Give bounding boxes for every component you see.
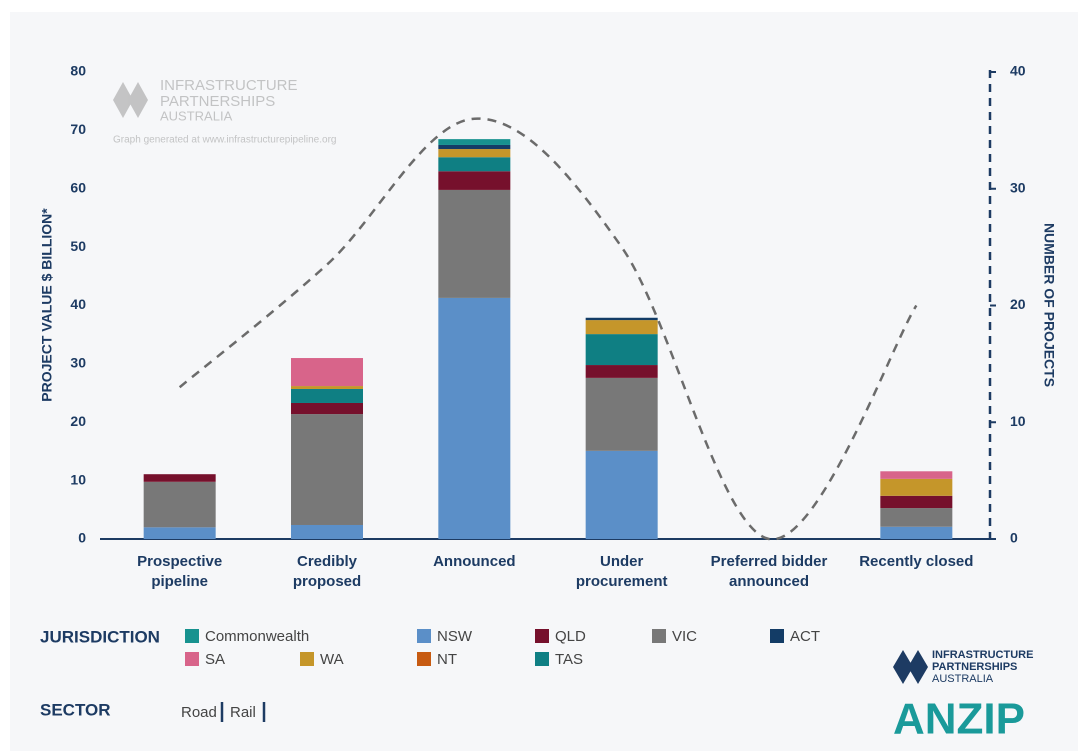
y2-axis-title: NUMBER OF PROJECTS xyxy=(1041,223,1057,387)
y2-tick-label: 10 xyxy=(1010,413,1026,429)
bar-segment xyxy=(880,495,953,509)
bar-segment xyxy=(880,478,953,496)
y-tick-label: 60 xyxy=(70,179,86,195)
bar-segment xyxy=(291,524,363,539)
legend-label: TAS xyxy=(555,651,583,668)
legend-swatch xyxy=(300,652,314,666)
bar-segment xyxy=(291,358,363,387)
bar-segment xyxy=(291,414,363,525)
y-tick-label: 70 xyxy=(70,121,86,137)
watermark-text: AUSTRALIA xyxy=(160,108,233,123)
watermark-note: Graph generated at www.infrastructurepip… xyxy=(113,135,336,146)
y-tick-label: 30 xyxy=(70,355,86,371)
logo-text: INFRASTRUCTURE xyxy=(932,649,1033,661)
bar-segment xyxy=(438,144,511,150)
y-tick-label: 50 xyxy=(70,238,86,254)
legend-label: QLD xyxy=(555,628,586,645)
legend-swatch xyxy=(185,629,199,643)
y-tick-label: 0 xyxy=(78,530,86,546)
y-tick-label: 40 xyxy=(70,296,86,312)
legend-swatch xyxy=(535,629,549,643)
legend-swatch xyxy=(185,652,199,666)
bar-segment xyxy=(585,320,658,335)
legend-swatch xyxy=(417,629,431,643)
x-tick-label: Preferred bidder announced xyxy=(711,553,828,590)
logo-icon xyxy=(893,650,928,684)
bar-segment xyxy=(880,508,953,527)
watermark-icon xyxy=(113,82,148,118)
legend-title: JURISDICTION xyxy=(40,627,160,646)
legend-swatch xyxy=(770,629,784,643)
x-tick-label: Recently closed xyxy=(859,553,973,570)
bar-segment xyxy=(438,297,511,539)
bar-segment xyxy=(585,317,658,321)
y-axis-title: PROJECT VALUE $ BILLION* xyxy=(39,208,55,402)
watermark-text: PARTNERSHIPS xyxy=(160,93,275,110)
logo: INFRASTRUCTURE PARTNERSHIPS AUSTRALIA AN… xyxy=(893,649,1033,744)
y2-tick-label: 20 xyxy=(1010,296,1026,312)
legend-label: ACT xyxy=(790,628,820,645)
logo-text: AUSTRALIA xyxy=(932,673,994,685)
bar-segment xyxy=(585,365,658,378)
bar-segment xyxy=(438,189,511,298)
bar-segment xyxy=(143,481,216,528)
x-tick-label: Under procurement xyxy=(576,553,668,590)
legend-label: NSW xyxy=(437,628,473,645)
y-tick-label: 10 xyxy=(70,471,86,487)
x-tick-label: Announced xyxy=(433,553,516,570)
sector-item[interactable]: Road xyxy=(181,704,217,721)
bar-segment xyxy=(438,171,511,190)
legend-label: WA xyxy=(320,651,344,668)
panel xyxy=(10,12,1078,751)
bar-segment xyxy=(585,450,658,539)
legend-swatch xyxy=(417,652,431,666)
legend-label: NT xyxy=(437,651,457,668)
watermark: INFRASTRUCTURE PARTNERSHIPS AUSTRALIA Gr… xyxy=(113,77,336,146)
sector-item[interactable]: Rail xyxy=(230,704,256,721)
bar-segment xyxy=(438,149,511,158)
bar-segment xyxy=(143,474,216,482)
bar-segment xyxy=(585,334,658,366)
legend-label: Commonwealth xyxy=(205,628,309,645)
bar-segment xyxy=(438,139,511,145)
bar-segment xyxy=(585,377,658,451)
legend-swatch xyxy=(535,652,549,666)
bar-segment xyxy=(438,157,511,172)
y2-tick-label: 30 xyxy=(1010,179,1026,195)
legend-label: SA xyxy=(205,651,225,668)
y2-tick-label: 40 xyxy=(1010,63,1026,79)
y-tick-label: 80 xyxy=(70,63,86,79)
logo-text: PARTNERSHIPS xyxy=(932,661,1017,673)
x-tick-label: Prospective pipeline xyxy=(137,553,222,590)
y2-tick-label: 0 xyxy=(1010,530,1018,546)
x-tick-label: Credibly proposed xyxy=(293,553,361,590)
sector-title: SECTOR xyxy=(40,700,111,719)
logo-brand: ANZIP xyxy=(893,695,1025,744)
y-tick-label: 20 xyxy=(70,413,86,429)
legend-label: VIC xyxy=(672,628,697,645)
bar-segment xyxy=(291,388,363,403)
legend-swatch xyxy=(652,629,666,643)
watermark-text: INFRASTRUCTURE xyxy=(160,77,298,94)
bar-segment xyxy=(291,386,363,389)
bar-segment xyxy=(880,526,953,539)
bar-segment xyxy=(880,471,953,479)
bar-segment xyxy=(143,527,216,539)
bar-segment xyxy=(291,402,363,415)
